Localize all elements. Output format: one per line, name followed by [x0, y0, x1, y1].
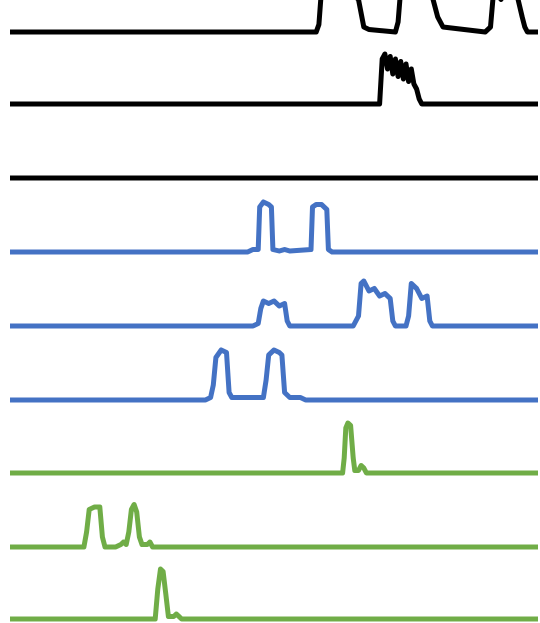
trace-green-8 [10, 502, 538, 550]
trace-black-2 [10, 51, 538, 107]
trace-blue-5 [10, 278, 538, 329]
trace-green-7 [10, 420, 538, 476]
trace-black-1 [10, 0, 538, 35]
trace-blue-6 [10, 347, 538, 403]
trace-green-9 [10, 566, 538, 622]
trace-blue-4 [10, 199, 538, 255]
